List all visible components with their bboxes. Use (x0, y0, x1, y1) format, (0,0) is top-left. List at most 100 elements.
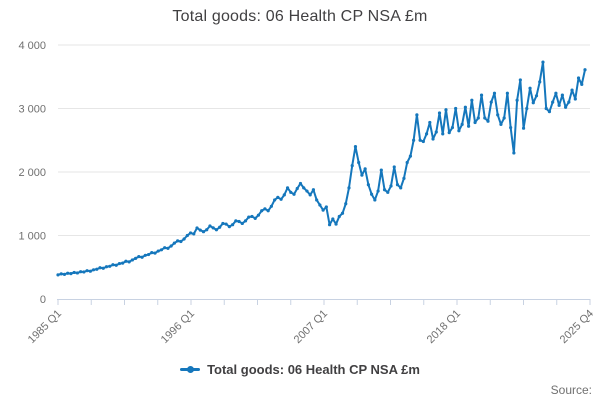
data-point (176, 239, 180, 243)
data-point (66, 271, 70, 275)
data-point (79, 270, 83, 274)
data-point (534, 94, 539, 98)
data-point (315, 198, 319, 202)
data-point (250, 214, 254, 219)
data-points (56, 60, 587, 277)
data-point (56, 273, 60, 277)
data-point (140, 255, 144, 259)
data-point (198, 228, 202, 232)
data-point (334, 222, 338, 226)
data-point (347, 186, 351, 190)
data-point (62, 272, 67, 276)
data-point (321, 208, 325, 212)
data-point (169, 244, 173, 248)
data-point (166, 246, 170, 250)
data-point (150, 251, 154, 255)
data-point (573, 97, 577, 101)
data-point (392, 165, 396, 169)
data-point (499, 122, 503, 126)
data-point (273, 198, 277, 202)
data-point (172, 241, 176, 245)
data-point (525, 106, 529, 111)
data-point (240, 221, 244, 226)
data-point (496, 113, 500, 117)
x-tick-label: 2018 Q1 (425, 308, 463, 346)
data-point (389, 184, 393, 188)
data-point (311, 188, 316, 192)
data-point (382, 188, 387, 192)
data-point (505, 91, 509, 95)
data-point (350, 164, 354, 168)
data-point (308, 193, 312, 197)
data-point (95, 267, 99, 271)
y-tick-label: 3 000 (18, 104, 46, 116)
data-point (201, 230, 206, 234)
data-point (98, 266, 102, 270)
chart-title: Total goods: 06 Health CP NSA £m (172, 8, 428, 25)
data-point (263, 207, 267, 211)
y-tick-labels: 0 1 000 2 000 3 000 4 000 (18, 40, 46, 306)
data-point (567, 100, 571, 104)
data-point (256, 213, 261, 217)
data-point (570, 88, 574, 92)
data-point (576, 76, 581, 80)
data-point (521, 126, 526, 130)
data-point (376, 189, 380, 193)
data-point (366, 183, 370, 187)
x-tick-label: 1996 Q1 (159, 308, 197, 346)
data-point (470, 98, 474, 102)
data-point (528, 86, 532, 90)
data-point (292, 192, 296, 196)
data-point (370, 192, 374, 196)
data-point (360, 173, 364, 177)
data-point (117, 261, 122, 266)
data-point (402, 176, 406, 180)
data-point (408, 154, 413, 158)
data-point (230, 223, 235, 227)
data-line[interactable] (57, 61, 586, 276)
data-point (344, 202, 348, 206)
data-point (405, 160, 409, 165)
data-point (260, 209, 264, 213)
data-point (85, 269, 89, 273)
data-point (447, 131, 451, 135)
data-point (357, 160, 361, 165)
data-point (243, 219, 248, 223)
x-axis (57, 299, 591, 305)
data-point (457, 129, 461, 133)
data-point (518, 78, 522, 82)
data-point (104, 265, 109, 269)
data-point (237, 219, 241, 224)
data-point (91, 268, 96, 272)
data-point (195, 226, 199, 230)
data-point (59, 272, 63, 276)
data-point (159, 248, 164, 252)
data-point (340, 211, 345, 215)
data-point (531, 101, 535, 105)
data-point (424, 132, 429, 136)
y-gridlines (58, 44, 590, 236)
data-point (318, 203, 322, 207)
data-point (289, 190, 293, 194)
data-point (279, 197, 283, 201)
data-point (205, 228, 209, 232)
data-point (324, 205, 328, 209)
data-point (502, 116, 506, 120)
data-point (134, 256, 138, 260)
data-point (560, 93, 564, 97)
data-point (208, 224, 212, 228)
data-point (75, 271, 79, 275)
data-point (253, 216, 257, 220)
data-point (434, 130, 438, 134)
data-point (295, 186, 299, 191)
data-point (266, 209, 270, 213)
data-point (460, 122, 464, 126)
data-point (467, 124, 471, 128)
legend-line-marker-icon (180, 366, 201, 373)
data-point (538, 80, 542, 84)
data-point (282, 193, 286, 197)
legend-item[interactable]: Total goods: 06 Health CP NSA £m (0, 362, 600, 377)
data-point (269, 204, 273, 208)
